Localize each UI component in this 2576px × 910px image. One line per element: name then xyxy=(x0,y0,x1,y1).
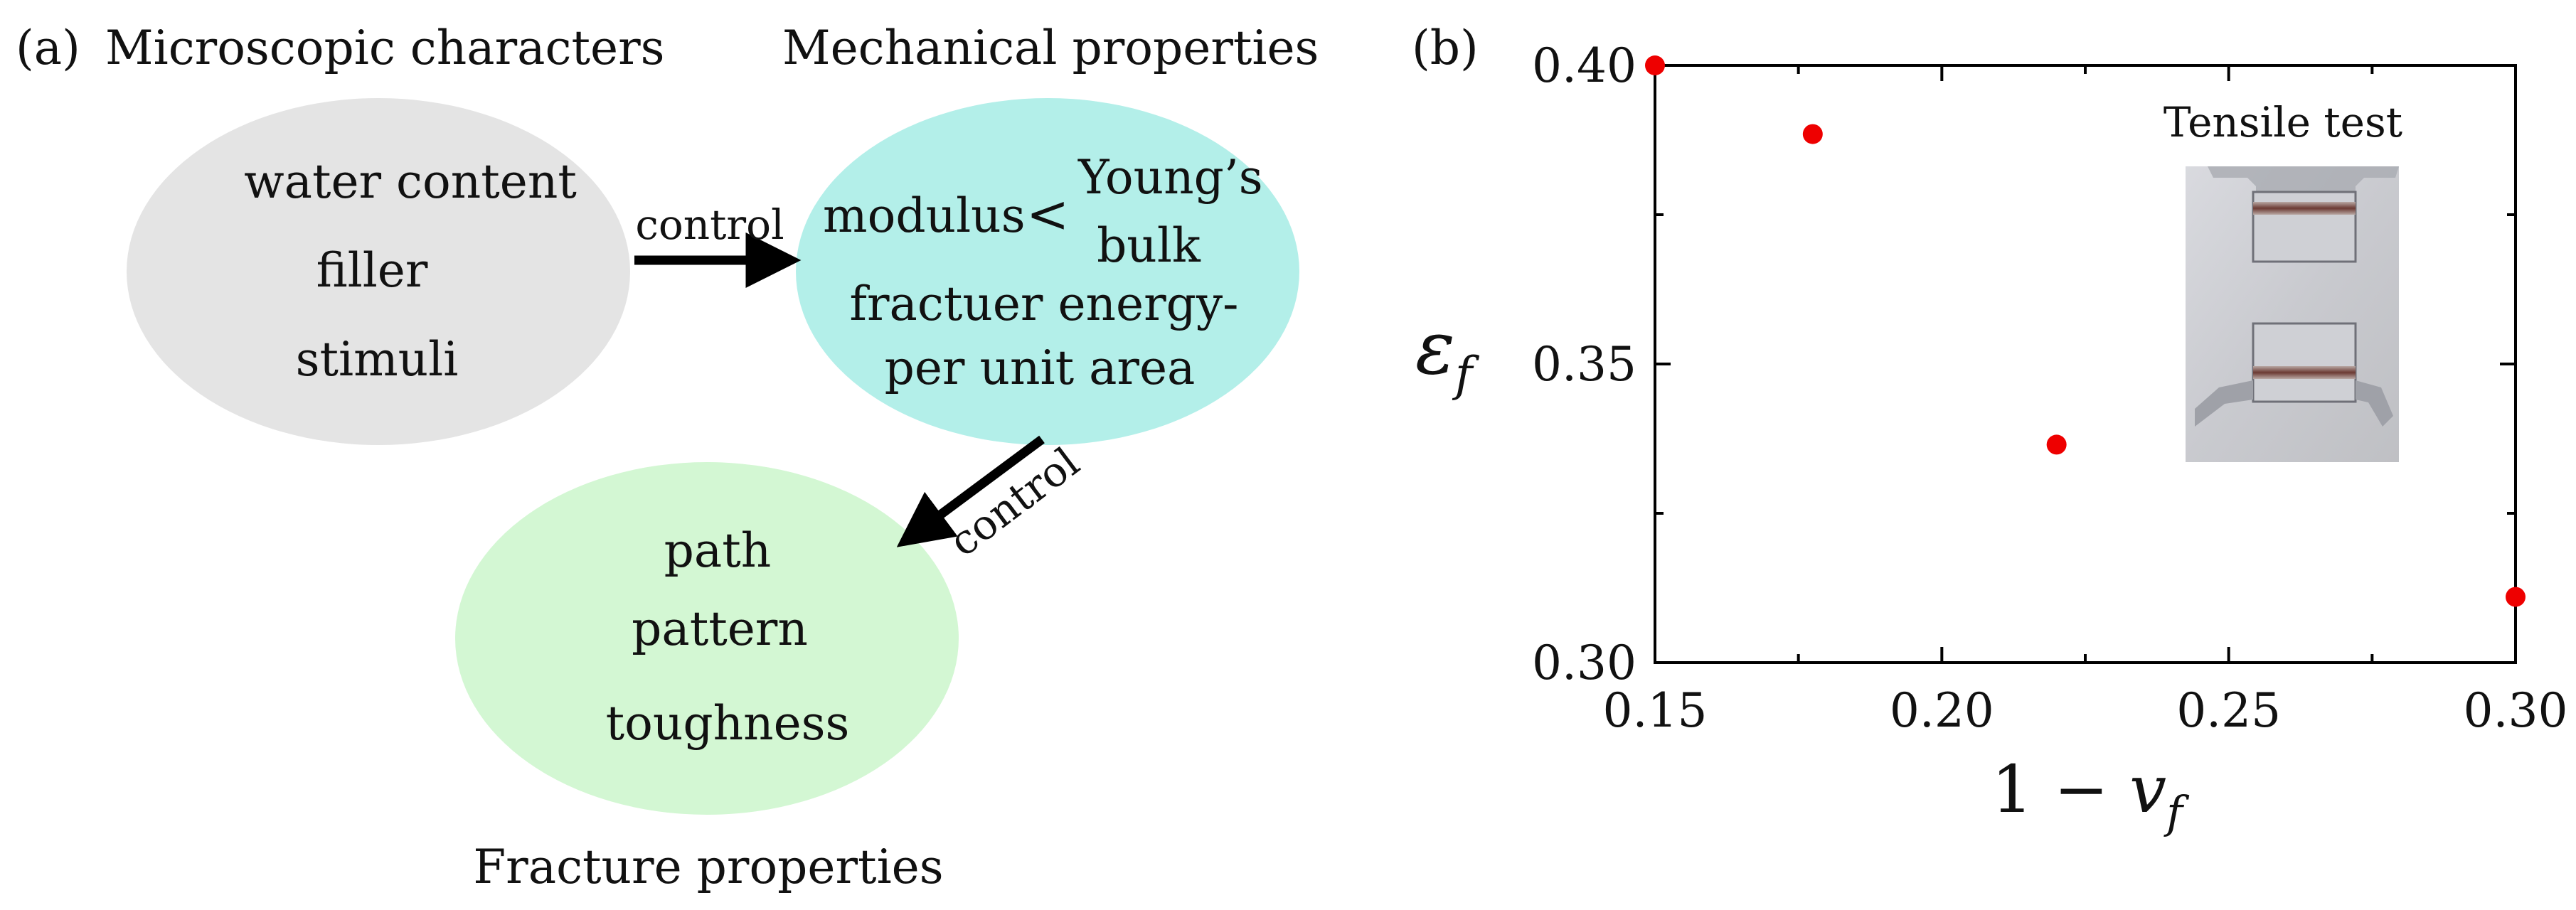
mech-bracket: < xyxy=(1026,184,1069,244)
microscopic-ellipse xyxy=(127,98,630,445)
data-point xyxy=(1645,55,1665,75)
fracture-ellipse xyxy=(455,462,959,815)
x-axis-label: 1 − vf xyxy=(1991,751,2190,838)
fracture-item-path: path xyxy=(664,523,772,578)
panel-b-label: (b) xyxy=(1412,21,1479,75)
y-tick-label: 0.40 xyxy=(1532,38,1636,93)
y-axis-label: εf xyxy=(1415,304,1480,402)
data-point xyxy=(2506,587,2526,607)
y-tick-label: 0.30 xyxy=(1532,636,1636,690)
mech-youngs: Young’s xyxy=(1077,150,1263,205)
data-point xyxy=(1802,124,1823,144)
lower-specimen xyxy=(2252,322,2357,403)
x-tick-label: 0.25 xyxy=(2176,683,2281,738)
fracture-item-pattern: pattern xyxy=(632,601,808,656)
fracture-title: Fracture properties xyxy=(473,840,943,894)
x-tick-label: 0.30 xyxy=(2464,683,2568,738)
micro-item-stimuli: stimuli xyxy=(296,332,459,387)
lower-grip-right xyxy=(2356,380,2393,427)
mech-fracture-energy: fractuer energy- xyxy=(850,277,1239,331)
x-tick-label: 0.20 xyxy=(1890,683,1994,738)
mechanical-title: Mechanical properties xyxy=(782,21,1319,75)
lower-grip-left xyxy=(2195,380,2253,427)
y-tick-label: 0.35 xyxy=(1532,337,1636,392)
axis-tick-labels: 0.15 0.20 0.25 0.30 0.30 0.35 0.40 xyxy=(1532,38,2567,738)
control-arrow-1-label: control xyxy=(635,200,784,249)
control-arrow-2 xyxy=(896,435,1045,547)
fracture-item-toughness: toughness xyxy=(606,696,850,751)
mechanical-ellipse xyxy=(796,98,1299,445)
lower-band xyxy=(2253,366,2356,379)
tensile-test-inset: Tensile test xyxy=(2163,98,2402,462)
micro-item-filler: filler xyxy=(316,243,428,298)
micro-item-water-content: water content xyxy=(244,154,577,209)
data-point xyxy=(2046,434,2067,455)
upper-band xyxy=(2253,202,2356,215)
inset-title: Tensile test xyxy=(2163,98,2402,146)
mech-bulk: bulk xyxy=(1097,218,1201,273)
mech-modulus: modulus xyxy=(823,188,1026,243)
panel-a-label: (a) xyxy=(16,21,80,75)
mech-per-unit-area: per unit area xyxy=(885,341,1196,395)
x-tick-label: 0.15 xyxy=(1603,683,1708,738)
panel-b: (b) 0.15 0.20 0.25 0.300.300.350.40 1 − vf … xyxy=(1412,21,2567,838)
microscopic-title: Microscopic characters xyxy=(105,21,665,75)
panel-a: (a) Microscopic characters Mechanical pr… xyxy=(16,21,1319,894)
data-points xyxy=(1645,55,2526,607)
